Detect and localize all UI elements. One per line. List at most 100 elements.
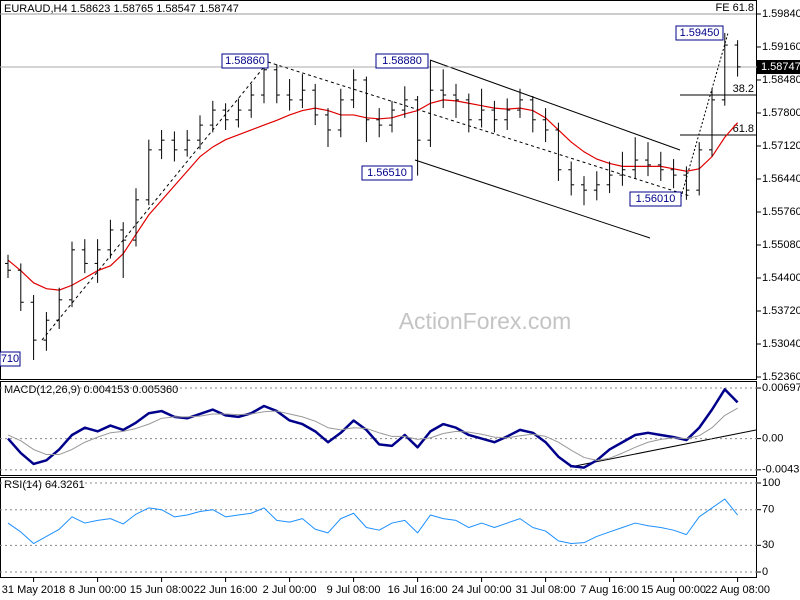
trend-line: [680, 32, 729, 198]
x-tick-label: 2 Jul 00:00: [263, 584, 317, 596]
ohlc-bar: [145, 139, 152, 206]
ohlc-bar: [427, 60, 434, 147]
ohlc-bar: [389, 100, 395, 133]
price-label: 710: [1, 353, 19, 365]
ohlc-bar: [440, 69, 447, 109]
ohlc-bar: [683, 166, 690, 200]
ohlc-bar: [248, 83, 255, 118]
ohlc-bar: [491, 100, 498, 133]
y-tick-label: 1.57800: [762, 107, 800, 119]
ohlc-bar: [120, 222, 127, 278]
fib-label: 38.2: [733, 83, 754, 95]
y-tick-label: 1.59160: [762, 41, 800, 53]
ohlc-bar: [465, 93, 472, 133]
price-label-box: [0, 351, 21, 367]
ohlc-bar: [632, 137, 639, 179]
ohlc-bar: [542, 108, 549, 143]
watermark: ActionForex.com: [399, 308, 572, 334]
ohlc-bar: [209, 100, 216, 133]
x-tick-label: 7 Aug 16:00: [580, 584, 639, 596]
ohlc-bar: [350, 69, 357, 109]
ohlc-bar: [337, 88, 344, 138]
macd-trend-line: [569, 429, 757, 468]
price-label: 1.59450: [680, 27, 720, 39]
ohlc-bar: [325, 108, 331, 147]
ohlc-bar: [17, 263, 24, 311]
ohlc-bar: [222, 103, 229, 130]
price-label-box: [629, 191, 682, 207]
last-price-box: [757, 60, 800, 75]
price-label: 1.56010: [636, 193, 676, 205]
price-label-box: [221, 53, 269, 69]
ohlc-bar: [568, 161, 575, 196]
x-tick-label: 22 Jun 16:00: [194, 584, 258, 596]
y-tick-label: 0.006976: [762, 382, 800, 394]
ohlc-bar: [69, 241, 75, 308]
ohlc-bar: [721, 32, 728, 106]
ohlc-bar: [171, 131, 178, 162]
ohlc-bar: [94, 239, 101, 283]
y-tick-label: 0.00: [762, 433, 783, 445]
price-label: 1.58880: [382, 55, 422, 67]
plot-layer: 1.59840 1.59160 1.58480 1.57800 1.57120 1.564…: [0, 8, 800, 596]
ohlc-bar: [709, 88, 715, 157]
x-tick-label: 24 Jul 00:00: [452, 584, 512, 596]
ohlc-bar: [5, 254, 11, 278]
y-tick-label: 1.56440: [762, 173, 800, 185]
channel-line: [429, 59, 681, 151]
ohlc-bar: [619, 151, 626, 186]
ohlc-bar: [657, 151, 664, 181]
price-label: 1.58860: [225, 55, 265, 67]
y-tick-label: 1.55760: [762, 206, 800, 218]
ohlc-bar: [273, 64, 280, 104]
x-tick-label: 16 Jul 16:00: [388, 584, 448, 596]
y-tick-label: 1.52360: [762, 371, 800, 383]
ohlc-bar: [670, 159, 677, 189]
indicator-line: [7, 407, 738, 461]
price-label-box: [361, 165, 413, 181]
x-tick-label: 9 Jul 08:00: [327, 584, 381, 596]
trend-lines: [0, 13, 757, 468]
indicator-line: [7, 388, 739, 469]
ohlc-bar: [734, 40, 741, 77]
ohlc-bar: [158, 129, 165, 160]
ohlc-bar: [133, 188, 139, 247]
ohlc-bar: [81, 239, 88, 274]
moving-average: [7, 99, 739, 291]
ohlc-bar: [299, 74, 306, 109]
indicator-line: [7, 498, 738, 545]
y-tick-label: 1.59840: [762, 8, 800, 20]
x-tick-label: 31 Jul 08:00: [516, 584, 576, 596]
y-tick-label: 100: [762, 477, 780, 489]
y-tick-label: 30: [762, 539, 774, 551]
last-price-label: 1.58747: [761, 61, 800, 73]
ohlc-bar: [235, 98, 242, 128]
y-tick-label: 1.55080: [762, 239, 800, 251]
ohlc-bar: [453, 83, 459, 118]
y-tick-label: 1.57120: [762, 140, 800, 152]
macd-title: MACD(12,26,9) 0.004153 0.005360: [4, 384, 178, 396]
x-tick-label: 22 Aug 08:00: [705, 584, 770, 596]
rsi-title: RSI(14) 64.3261: [4, 479, 85, 491]
price-label-box: [375, 53, 429, 69]
y-tick-label: 0: [762, 566, 768, 578]
y-tick-label: 70: [762, 504, 774, 516]
price-label-box: [675, 25, 724, 41]
macd-panel: [0, 381, 757, 476]
fib-label: 61.8: [733, 123, 754, 135]
ohlc-bar: [593, 171, 600, 201]
y-tick-label: 1.58480: [762, 74, 800, 86]
ohlc-bar: [184, 129, 191, 157]
channel-line: [414, 159, 651, 239]
y-tick-label: 1.53040: [762, 338, 800, 350]
ohlc-bar: [43, 311, 50, 351]
ohlc-bar: [606, 161, 613, 194]
trend-line: [267, 61, 691, 197]
ohlc-bar: [581, 176, 587, 206]
y-tick-label: 1.54400: [762, 272, 800, 284]
chart-title: EURAUD,H4 1.58623 1.58765 1.58547 1.5874…: [4, 3, 239, 15]
